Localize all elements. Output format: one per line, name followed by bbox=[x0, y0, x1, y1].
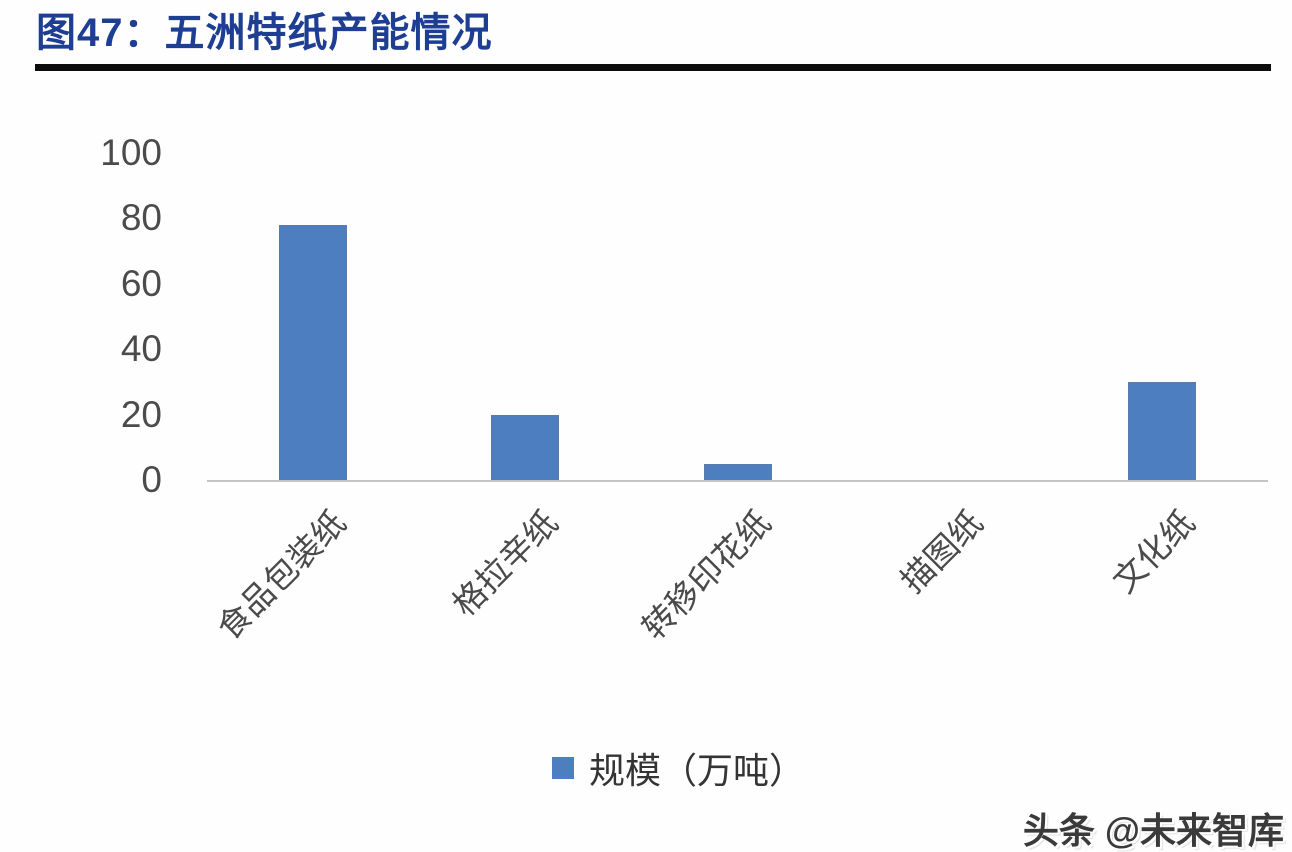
bar-食品包装纸 bbox=[279, 225, 348, 480]
watermark-text: 头条 @未来智库 bbox=[1022, 810, 1284, 851]
y-tick-label: 40 bbox=[120, 328, 162, 369]
bar-转移印花纸 bbox=[703, 464, 772, 480]
bar-文化纸 bbox=[1127, 382, 1196, 480]
x-category-label: 描图纸 bbox=[894, 505, 991, 601]
y-tick-label: 60 bbox=[120, 263, 162, 304]
x-category-label: 食品包装纸 bbox=[211, 505, 354, 648]
figure-title: 图47：五洲特纸产能情况 bbox=[36, 11, 493, 55]
legend-swatch-icon bbox=[552, 757, 574, 779]
y-tick-label: 80 bbox=[120, 197, 162, 238]
x-category-label: 格拉辛纸 bbox=[446, 505, 566, 624]
y-tick-label: 100 bbox=[100, 132, 162, 173]
bar-格拉辛纸 bbox=[491, 415, 560, 480]
x-category-label: 文化纸 bbox=[1106, 505, 1203, 601]
legend: 规模（万吨） bbox=[552, 745, 805, 791]
y-tick-label: 0 bbox=[141, 459, 162, 500]
title-divider-rule bbox=[35, 64, 1271, 71]
legend-series-label: 规模（万吨） bbox=[589, 751, 806, 791]
y-tick-label: 20 bbox=[120, 394, 162, 435]
x-category-label: 转移印花纸 bbox=[635, 505, 778, 648]
plot-area bbox=[207, 153, 1268, 482]
